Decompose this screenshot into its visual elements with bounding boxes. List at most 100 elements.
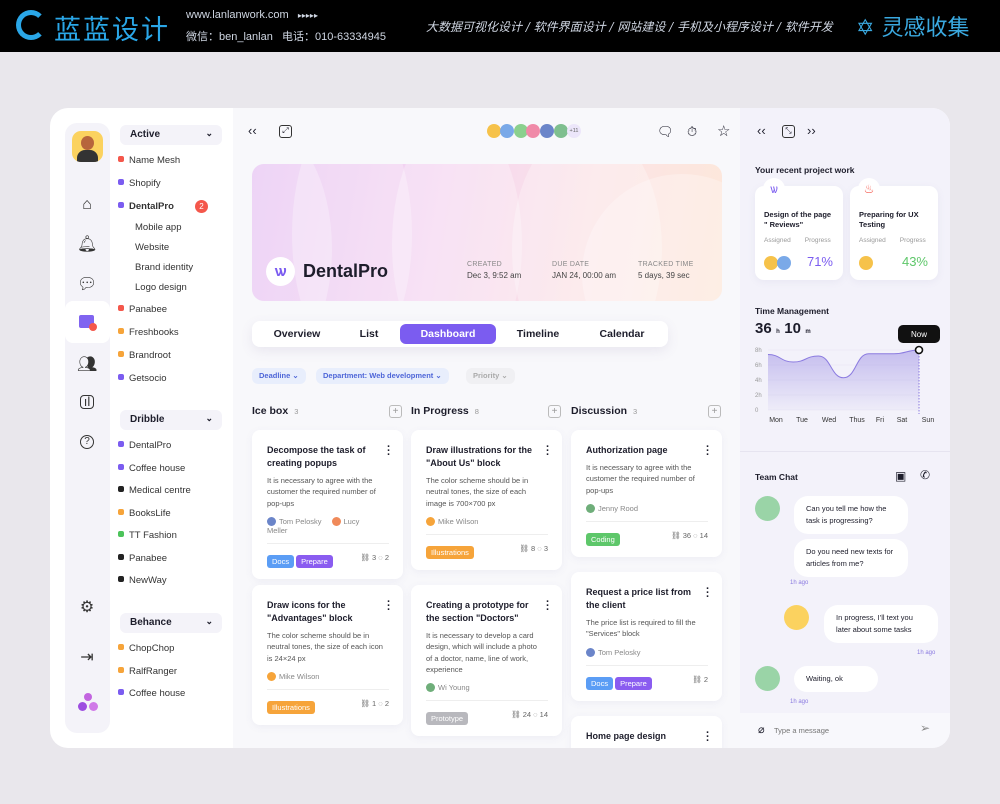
collapse-right-icon[interactable]: ›› [807, 123, 816, 138]
recent-project-title: Preparing for UX Testing [859, 210, 919, 229]
tab-dashboard[interactable]: Dashboard [400, 324, 496, 344]
sidebar-subitem[interactable]: Brand identity [135, 262, 194, 273]
project-color-dot [118, 576, 124, 582]
card-menu-icon[interactable]: · · · [387, 441, 391, 461]
card-menu-icon[interactable]: · · · [387, 596, 391, 616]
sidebar-project-item[interactable]: ChopChop [118, 643, 174, 654]
tab-list[interactable]: List [359, 328, 379, 340]
project-color-dot [118, 441, 124, 447]
collapse-left-icon[interactable]: ‹‹ [248, 123, 257, 138]
analytics-icon[interactable]: ıl [80, 395, 94, 409]
card-menu-icon[interactable]: · · · [546, 441, 550, 461]
chat-icon[interactable]: 💬︎ [77, 276, 98, 293]
task-card[interactable]: Decompose the task of creating popups · · ·… [252, 430, 403, 579]
group-dropdown-dribble[interactable]: Dribble ⌄ [120, 410, 222, 430]
add-card-button[interactable]: + [708, 405, 721, 418]
add-card-button[interactable]: + [548, 405, 561, 418]
tag-docs[interactable]: Docs [586, 676, 614, 690]
group-dropdown-behance[interactable]: Behance ⌄ [120, 613, 222, 633]
projects-nav[interactable] [65, 301, 110, 343]
chevron-down-icon: ⌄ [205, 616, 213, 626]
tag-prototype[interactable]: Prototype [426, 712, 469, 726]
sidebar-project-item[interactable]: Panabee [118, 553, 167, 564]
bell-icon[interactable]: 🔔︎ [77, 236, 98, 253]
logout-icon[interactable]: ⇥ [80, 649, 94, 666]
card-menu-icon[interactable]: · · · [706, 727, 710, 747]
dentalpro-logo-icon: ѡ [763, 178, 785, 200]
resize-icon[interactable]: ⤡ [782, 125, 795, 138]
video-call-icon[interactable]: ▣ [895, 469, 907, 483]
now-tooltip [898, 325, 940, 343]
phone-icon[interactable]: ✆ [920, 468, 931, 482]
tag-illustrations[interactable]: Illustrations [267, 700, 315, 714]
task-card[interactable]: Home page design · · · [571, 716, 722, 748]
group-dropdown-active[interactable]: Active ⌄ [120, 125, 222, 145]
task-card[interactable]: Authorization page · · · It is necessary to … [571, 430, 722, 557]
sidebar-project-item[interactable]: Shopify [118, 178, 161, 189]
due-date-meta: DUE DATE JAN 24, 00:00 am [552, 261, 617, 280]
chat-message: In progress, I'll text you later about s… [824, 605, 938, 643]
sidebar-project-item[interactable]: Coffee house [118, 463, 185, 474]
sidebar-project-item[interactable]: Brandroot [118, 350, 171, 361]
x-tick-label: Fri [876, 417, 885, 424]
task-card[interactable]: Creating a prototype for the section "Do… [411, 585, 562, 737]
tag-prepare[interactable]: Prepare [296, 554, 333, 568]
sidebar-project-item[interactable]: Name Mesh [118, 155, 180, 166]
sidebar-project-item[interactable]: BooksLife [118, 508, 171, 519]
add-card-button[interactable]: + [389, 405, 402, 418]
sidebar-project-item[interactable]: Medical centre [118, 485, 191, 496]
filter-deadline[interactable]: Deadline ⌄ [252, 368, 306, 384]
settings-icon[interactable]: ⚙ [79, 599, 95, 616]
task-card[interactable]: Draw icons for the "Advantages" block · · ·… [252, 585, 403, 725]
timer-icon[interactable]: ⏱︎ [687, 124, 698, 139]
users-icon[interactable]: 👥︎ [77, 356, 98, 373]
tab-overview[interactable]: Overview [273, 328, 321, 340]
app-window: ⌂ 🔔︎ 💬︎ 👥︎ ıl ? ⚙ ⇥ Active ⌄ Name Mesh Shop… [50, 108, 950, 748]
message-input[interactable] [774, 723, 904, 737]
home-icon[interactable]: ⌂ [82, 196, 92, 213]
sidebar-subitem[interactable]: Logo design [135, 282, 187, 293]
filter-priority[interactable]: Priority ⌄ [466, 368, 515, 384]
card-menu-icon[interactable]: · · · [706, 583, 710, 603]
link-icon: ⛓︎ [360, 552, 373, 562]
recent-project-card[interactable]: ♨ Preparing for UX Testing Assigned Progres… [850, 178, 938, 280]
tag-prepare[interactable]: Prepare [615, 676, 652, 690]
card-labels: Assigned Progress [859, 237, 929, 244]
sidebar-project-item[interactable]: Coffee house [118, 688, 185, 699]
progress-value: 71% [806, 254, 833, 269]
sidebar-project-item[interactable]: DentalPro [118, 440, 171, 451]
sidebar-subitem[interactable]: Mobile app [135, 222, 182, 233]
comment-icon[interactable]: 🗨︎ [657, 124, 674, 139]
send-icon[interactable]: ➢ [920, 721, 931, 735]
sidebar-project-item[interactable]: Panabee [118, 304, 167, 315]
tag-coding[interactable]: Coding [586, 532, 620, 546]
sidebar-project-item[interactable]: TT Fashion [118, 530, 177, 541]
sidebar-subitem[interactable]: Website [135, 242, 170, 253]
sidebar-project-item[interactable]: RalfRanger [118, 666, 177, 677]
user-avatar[interactable] [72, 131, 103, 162]
sidebar-project-item[interactable]: DentalPro [118, 201, 174, 212]
help-icon[interactable]: ? [80, 435, 94, 449]
tab-timeline[interactable]: Timeline [516, 328, 560, 340]
recent-project-card[interactable]: ѡ Design of the page " Reviews" Assigned Pr… [755, 178, 843, 280]
expand-icon[interactable]: ⤢ [279, 125, 292, 138]
brand-name: 蓝蓝设计 [54, 15, 170, 45]
card-menu-icon[interactable]: · · · [706, 441, 710, 461]
star-icon[interactable]: ☆ [717, 123, 731, 140]
tag-illustrations[interactable]: Illustrations [426, 545, 474, 559]
card-title: Draw illustrations for the "About Us" bl… [426, 445, 533, 468]
filter-department[interactable]: Department: Web development ⌄ [316, 368, 449, 384]
right-panel: ‹‹ ⤡ ›› Your recent project work Time Ma… [740, 108, 950, 748]
y-tick-label: 4h [755, 378, 762, 384]
sidebar-project-item[interactable]: Freshbooks [118, 327, 179, 338]
project-color-dot [118, 202, 124, 208]
task-card[interactable]: Request a price list from the client · · · T… [571, 572, 722, 701]
task-card[interactable]: Draw illustrations for the "About Us" bl… [411, 430, 562, 570]
card-menu-icon[interactable]: · · · [546, 596, 550, 616]
attach-icon[interactable]: ⌀ [758, 724, 765, 736]
collapse-left-icon[interactable]: ‹‹ [757, 123, 766, 138]
tab-calendar[interactable]: Calendar [599, 328, 645, 340]
sidebar-project-item[interactable]: Getsocio [118, 373, 167, 384]
tag-docs[interactable]: Docs [267, 554, 295, 568]
sidebar-project-item[interactable]: NewWay [118, 575, 167, 586]
